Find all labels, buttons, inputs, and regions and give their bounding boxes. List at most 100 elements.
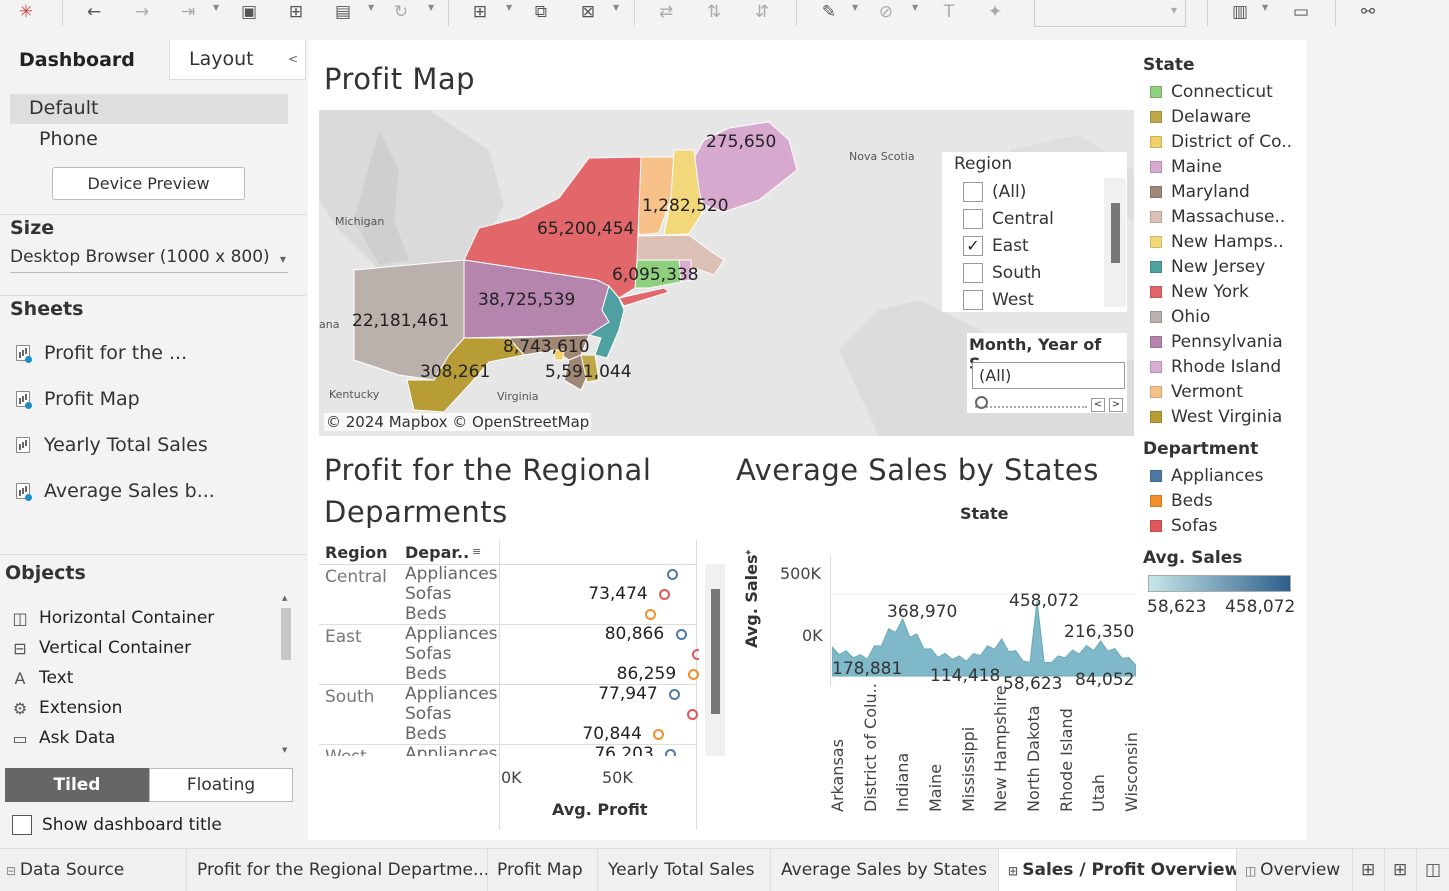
new-worksheet-icon[interactable]: ⊞ — [1353, 849, 1385, 891]
refresh-caret-icon[interactable]: ▼ — [428, 3, 435, 12]
region-option-central[interactable]: Central — [963, 209, 1054, 229]
object-ask-data[interactable]: ▭ Ask Data — [10, 726, 115, 750]
fit-dropdown[interactable]: ▼ — [1034, 0, 1186, 27]
profit-point-appliances[interactable] — [667, 569, 679, 580]
month-filter-input[interactable]: (All) — [972, 362, 1125, 389]
device-default[interactable]: Default — [10, 94, 288, 124]
state-legend-item[interactable]: Connecticut — [1150, 82, 1273, 102]
region-checkbox[interactable] — [963, 290, 983, 310]
month-prev-icon[interactable]: < — [1091, 398, 1105, 412]
region-cell[interactable]: West — [325, 747, 367, 756]
replay-caret-icon[interactable]: ▼ — [213, 3, 220, 12]
duplicate-icon[interactable]: ⧉ — [534, 2, 548, 22]
profit-point-beds[interactable] — [644, 609, 656, 620]
tab-profit-map[interactable]: Profit Map — [488, 849, 598, 891]
object-horizontal-container[interactable]: ◫ Horizontal Container — [10, 606, 214, 630]
state-legend-item[interactable]: Massachuse.. — [1150, 207, 1285, 227]
new-datasource-icon[interactable]: ⊞ — [288, 2, 304, 22]
scrollbar-thumb[interactable] — [1111, 203, 1120, 263]
new-worksheet-icon[interactable]: ⊞ — [472, 2, 488, 22]
state-new-hampshire[interactable] — [663, 149, 705, 236]
tab-overview[interactable]: ◫ Overview — [1237, 849, 1353, 891]
sort-descending-icon[interactable]: ⇵ — [754, 2, 770, 22]
month-slider-track[interactable] — [975, 400, 1087, 408]
sheet-item-profit-map[interactable]: Profit Map — [16, 386, 140, 412]
profit-point-sofas[interactable] — [687, 709, 699, 720]
redo-icon[interactable]: → — [134, 2, 150, 22]
department-cell[interactable]: Sofas — [405, 644, 452, 664]
object-extension[interactable]: ⚙ Extension — [10, 696, 123, 720]
share-icon[interactable]: ⚯ — [1360, 2, 1376, 22]
region-checkbox[interactable] — [963, 263, 983, 283]
presentation-icon[interactable]: ▭ — [1292, 2, 1310, 22]
avg-sales-svg[interactable] — [832, 556, 1136, 686]
clear-caret-icon[interactable]: ▼ — [613, 3, 620, 12]
size-dropdown[interactable]: Desktop Browser (1000 x 800) ▼ — [10, 247, 288, 273]
device-phone[interactable]: Phone — [39, 128, 98, 150]
sheet-item-yearly-sales[interactable]: Yearly Total Sales — [16, 432, 208, 458]
state-legend-item[interactable]: Maryland — [1150, 182, 1250, 202]
sort-ascending-icon[interactable]: ⇅ — [706, 2, 722, 22]
department-cell[interactable]: Sofas — [405, 704, 452, 724]
floating-button[interactable]: Floating — [149, 768, 293, 802]
department-legend-item[interactable]: Sofas — [1150, 516, 1217, 536]
tab-layout[interactable]: Layout — [169, 40, 306, 80]
tab-yearly-total-sales[interactable]: Yearly Total Sales — [598, 849, 771, 891]
state-legend-item[interactable]: New Hamps.. — [1150, 232, 1284, 252]
map-attribution[interactable]: © 2024 Mapbox © OpenStreetMap — [324, 413, 592, 431]
region-filter-scrollbar[interactable] — [1104, 178, 1126, 307]
month-next-icon[interactable]: > — [1109, 398, 1123, 412]
state-legend-item[interactable]: Vermont — [1150, 382, 1243, 402]
state-legend-item[interactable]: District of Co.. — [1150, 132, 1292, 152]
state-legend-item[interactable]: New Jersey — [1150, 257, 1265, 277]
sheet-item-profit-regional[interactable]: Profit for the ... — [16, 340, 187, 366]
state-legend-item[interactable]: Maine — [1150, 157, 1222, 177]
state-legend-item[interactable]: New York — [1150, 282, 1249, 302]
tiled-button[interactable]: Tiled — [5, 768, 149, 802]
swap-icon[interactable]: ⇄ — [658, 2, 674, 22]
label-icon[interactable]: T — [943, 2, 955, 22]
state-district-of-columbia[interactable] — [553, 349, 565, 361]
region-option-south[interactable]: South — [963, 263, 1041, 283]
highlight-caret-icon[interactable]: ▼ — [852, 3, 859, 12]
object-vertical-container[interactable]: ⊟ Vertical Container — [10, 636, 191, 660]
scrollbar-thumb[interactable] — [281, 608, 291, 660]
profit-point-appliances[interactable] — [669, 689, 681, 700]
region-checkbox-checked[interactable]: ✓ — [963, 236, 983, 256]
new-story-icon[interactable]: ◫ — [1425, 860, 1442, 880]
region-checkbox[interactable] — [963, 182, 983, 202]
column-header-department[interactable]: Depar.. — [405, 543, 470, 562]
collapse-pane-icon[interactable]: < — [288, 52, 299, 66]
profit-chart-scrollbar[interactable] — [705, 564, 725, 756]
tab-sales-profit-overview[interactable]: ⊞ Sales / Profit Overview — [999, 849, 1237, 891]
state-legend-item[interactable]: Ohio — [1150, 307, 1210, 327]
group-icon[interactable]: ⊘ — [878, 2, 894, 22]
department-cell[interactable]: Appliances — [405, 624, 498, 644]
department-cell[interactable]: Appliances — [405, 684, 498, 704]
month-slider-handle[interactable] — [975, 396, 988, 409]
show-dashboard-title-toggle[interactable]: Show dashboard title — [12, 815, 222, 835]
column-header-region[interactable]: Region — [325, 543, 388, 562]
state-legend-item[interactable]: Rhode Island — [1150, 357, 1281, 377]
profit-point-sofas[interactable] — [691, 649, 699, 660]
refresh-icon[interactable]: ↻ — [393, 2, 409, 22]
department-legend-item[interactable]: Beds — [1150, 491, 1213, 511]
profit-regional-chart[interactable]: Region Depar.. ≡ Central Appliances Sofas 7… — [319, 540, 725, 830]
replay-icon[interactable]: ⇥ — [180, 2, 196, 22]
profit-point-beds[interactable] — [653, 729, 665, 740]
department-cell[interactable]: Beds — [405, 724, 447, 744]
scroll-up-icon[interactable]: ▲ — [282, 594, 288, 602]
paste-caret-icon[interactable]: ▼ — [368, 3, 375, 12]
tab-dashboard[interactable]: Dashboard — [0, 40, 169, 80]
department-cell[interactable]: Sofas — [405, 584, 452, 604]
state-legend-item[interactable]: Pennsylvania — [1150, 332, 1283, 352]
state-legend-item[interactable]: Delaware — [1150, 107, 1251, 127]
scrollbar-thumb[interactable] — [711, 589, 720, 714]
tab-average-sales[interactable]: Average Sales by States — [771, 849, 999, 891]
region-option-all[interactable]: (All) — [963, 182, 1026, 202]
undo-icon[interactable]: ← — [86, 2, 102, 22]
state-legend-item[interactable]: West Virginia — [1150, 407, 1282, 427]
profit-point-beds[interactable] — [687, 669, 699, 680]
clear-icon[interactable]: ⊠ — [580, 2, 596, 22]
object-text[interactable]: A Text — [10, 666, 74, 690]
